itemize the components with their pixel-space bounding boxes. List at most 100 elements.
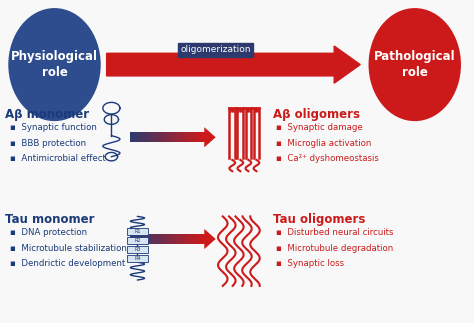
Ellipse shape	[9, 8, 101, 121]
Text: ▪  Antimicrobial effect: ▪ Antimicrobial effect	[10, 154, 106, 163]
Text: ▪  Synaptic loss: ▪ Synaptic loss	[276, 259, 344, 268]
Bar	[157, 132, 159, 142]
Bar	[202, 132, 205, 142]
Bar	[155, 234, 157, 244]
FancyBboxPatch shape	[127, 237, 148, 244]
Bar	[166, 132, 169, 142]
Text: Physiological
role: Physiological role	[11, 50, 98, 79]
Bar	[153, 132, 155, 142]
Bar	[185, 132, 188, 142]
Bar	[168, 132, 170, 142]
Bar	[191, 132, 193, 142]
FancyArrow shape	[107, 46, 360, 83]
Text: Tau oligomers: Tau oligomers	[273, 213, 365, 226]
Text: R2: R2	[134, 238, 141, 243]
Bar	[146, 132, 148, 142]
Polygon shape	[204, 127, 216, 147]
FancyBboxPatch shape	[127, 246, 148, 253]
Text: ▪  Microtubule degradation: ▪ Microtubule degradation	[276, 244, 393, 253]
Bar	[178, 132, 180, 142]
Bar	[180, 132, 182, 142]
Bar	[172, 132, 174, 142]
Text: ▪  Synaptic damage: ▪ Synaptic damage	[276, 123, 363, 132]
Bar	[147, 234, 149, 244]
Text: ▪  DNA protection: ▪ DNA protection	[10, 228, 88, 237]
Text: Aβ oligomers: Aβ oligomers	[273, 108, 360, 121]
Bar	[172, 234, 174, 244]
Bar	[199, 234, 201, 244]
Bar	[166, 234, 169, 244]
Bar	[155, 132, 157, 142]
Bar	[201, 234, 202, 244]
Bar	[140, 132, 142, 142]
Bar	[189, 234, 191, 244]
Bar	[176, 132, 178, 142]
Bar	[147, 132, 149, 142]
Text: ▪  Dendrictic development: ▪ Dendrictic development	[10, 259, 126, 268]
Bar	[138, 234, 140, 244]
Bar	[182, 132, 184, 142]
Bar	[151, 234, 153, 244]
Bar	[178, 234, 180, 244]
Bar	[183, 234, 186, 244]
FancyBboxPatch shape	[127, 255, 148, 262]
Text: ▪  Ca²⁺ dyshomeostasis: ▪ Ca²⁺ dyshomeostasis	[276, 154, 379, 163]
Bar	[163, 234, 165, 244]
Bar	[164, 132, 166, 142]
Bar	[182, 234, 184, 244]
Text: Aβ monomer: Aβ monomer	[5, 108, 89, 121]
Bar	[189, 132, 191, 142]
Text: R4: R4	[134, 255, 141, 261]
Bar	[168, 234, 170, 244]
Bar	[151, 132, 153, 142]
Bar	[144, 132, 146, 142]
Bar	[142, 132, 144, 142]
Text: R3: R3	[134, 247, 141, 252]
Bar	[187, 132, 190, 142]
Bar	[170, 234, 173, 244]
Bar	[136, 234, 138, 244]
Bar	[134, 234, 137, 244]
Bar	[193, 132, 195, 142]
Bar	[142, 234, 144, 244]
Bar	[199, 132, 201, 142]
Bar	[146, 234, 148, 244]
Bar	[159, 132, 161, 142]
Bar	[153, 234, 155, 244]
Bar	[159, 234, 161, 244]
Bar	[164, 234, 166, 244]
Bar	[144, 234, 146, 244]
Polygon shape	[204, 229, 216, 249]
Bar	[163, 132, 165, 142]
Bar	[176, 234, 178, 244]
Bar	[161, 234, 163, 244]
Text: ▪  BBB protection: ▪ BBB protection	[10, 139, 87, 148]
Bar	[197, 234, 199, 244]
Text: oligomerization: oligomerization	[181, 45, 251, 54]
Bar	[180, 234, 182, 244]
Bar	[195, 132, 197, 142]
Bar	[161, 132, 163, 142]
Bar	[134, 132, 137, 142]
Bar	[132, 234, 135, 244]
Bar	[140, 234, 142, 244]
FancyBboxPatch shape	[127, 228, 148, 235]
Bar	[197, 132, 199, 142]
Text: ▪  Microglia activation: ▪ Microglia activation	[276, 139, 371, 148]
Bar	[149, 132, 152, 142]
Bar	[193, 234, 195, 244]
Ellipse shape	[368, 8, 461, 121]
Text: Tau monomer: Tau monomer	[5, 213, 94, 226]
Bar	[195, 234, 197, 244]
Bar	[130, 132, 133, 142]
Text: ▪  Disturbed neural circuits: ▪ Disturbed neural circuits	[276, 228, 393, 237]
Bar	[132, 132, 135, 142]
Bar	[170, 132, 173, 142]
Bar	[191, 234, 193, 244]
Bar	[130, 234, 133, 244]
Bar	[201, 132, 202, 142]
Text: Pathological
role: Pathological role	[374, 50, 456, 79]
Bar	[136, 132, 138, 142]
Bar	[183, 132, 186, 142]
Text: ▪  Synaptic function: ▪ Synaptic function	[10, 123, 97, 132]
